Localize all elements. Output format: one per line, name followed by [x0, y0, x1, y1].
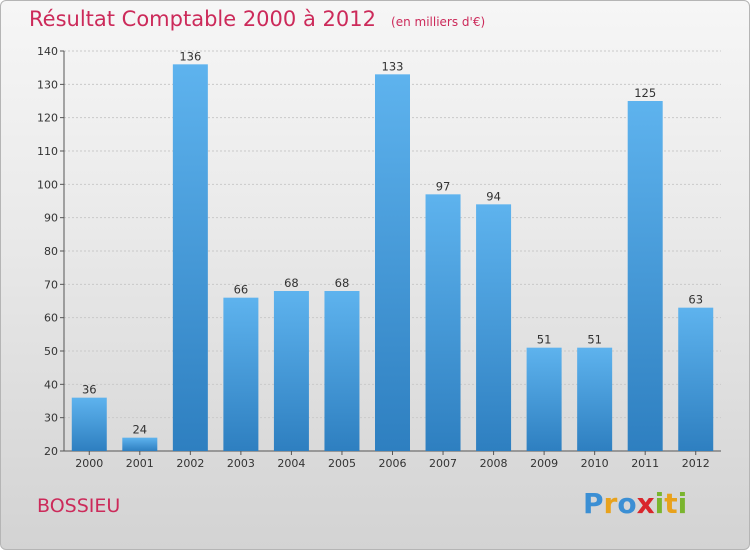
x-tick-label: 2010 [581, 457, 609, 470]
x-tick-label: 2011 [631, 457, 659, 470]
x-tick-label: 2005 [328, 457, 356, 470]
bar [324, 291, 360, 451]
chart-title: Résultat Comptable 2000 à 2012 [29, 7, 376, 31]
bar [577, 347, 613, 451]
y-tick-label: 90 [44, 212, 58, 225]
y-tick-label: 100 [37, 178, 58, 191]
y-tick-label: 70 [44, 278, 58, 291]
data-label: 51 [587, 333, 602, 347]
proxiti-logo: Proxiti [583, 487, 687, 520]
x-tick-label: 2004 [277, 457, 305, 470]
data-label: 97 [436, 179, 451, 193]
x-tick-label: 2002 [176, 457, 204, 470]
bar [122, 437, 158, 451]
y-tick-label: 120 [37, 112, 58, 125]
bar [476, 204, 512, 451]
chart-title-block: Résultat Comptable 2000 à 2012 (en milli… [29, 7, 485, 31]
logo-letter: i [677, 487, 688, 520]
y-tick-label: 80 [44, 245, 58, 258]
logo-letter: P [583, 487, 604, 520]
logo-letter: o [617, 487, 637, 520]
data-label: 68 [284, 276, 299, 290]
y-tick-label: 50 [44, 345, 58, 358]
x-tick-label: 2009 [530, 457, 558, 470]
x-tick-label: 2000 [75, 457, 103, 470]
data-label: 68 [335, 276, 350, 290]
bar [425, 194, 461, 452]
y-tick-label: 110 [37, 145, 58, 158]
data-label: 51 [537, 333, 552, 347]
logo-letter: x [636, 487, 655, 520]
x-tick-label: 2007 [429, 457, 457, 470]
y-tick-label: 60 [44, 312, 58, 325]
x-tick-label: 2006 [379, 457, 407, 470]
chart-subtitle: (en milliers d'€) [391, 15, 486, 29]
logo-letter: r [603, 487, 618, 520]
data-label: 36 [82, 383, 97, 397]
x-tick-label: 2001 [126, 457, 154, 470]
bar [71, 397, 107, 451]
y-tick-label: 40 [44, 378, 58, 391]
bar [526, 347, 562, 451]
bar [223, 297, 259, 451]
bar [627, 101, 663, 451]
data-label: 63 [688, 293, 703, 307]
y-tick-label: 130 [37, 78, 58, 91]
logo-letter: t [664, 487, 678, 520]
x-tick-label: 2003 [227, 457, 255, 470]
bar [273, 291, 309, 451]
data-label: 136 [179, 49, 201, 63]
y-tick-label: 140 [37, 45, 58, 58]
data-label: 125 [634, 86, 656, 100]
data-label: 66 [234, 283, 249, 297]
bar [172, 64, 208, 452]
data-label: 24 [132, 423, 147, 437]
bar [375, 74, 410, 451]
y-tick-label: 20 [44, 445, 58, 458]
x-tick-label: 2008 [480, 457, 508, 470]
x-tick-label: 2012 [682, 457, 710, 470]
data-label: 133 [382, 59, 404, 73]
y-tick-label: 30 [44, 412, 58, 425]
data-label: 94 [486, 189, 501, 203]
bar [678, 307, 714, 451]
logo-letter: i [654, 487, 665, 520]
commune-name: BOSSIEU [37, 495, 121, 517]
